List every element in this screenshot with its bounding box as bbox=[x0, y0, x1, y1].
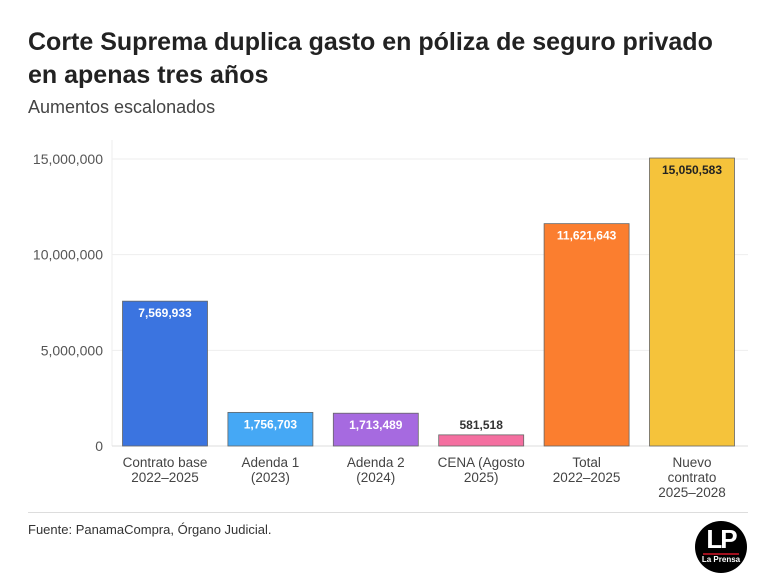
y-tick-label: 5,000,000 bbox=[41, 342, 103, 358]
bar-chart: 0 5,000,000 10,000,000 15,000,000 7,569,933 C… bbox=[33, 140, 748, 500]
data-label: 581,518 bbox=[460, 418, 504, 432]
data-label: 1,713,489 bbox=[349, 418, 403, 432]
bar bbox=[438, 434, 525, 447]
source-note: Fuente: PanamaCompra, Órgano Judicial. bbox=[28, 522, 272, 537]
data-label: 15,050,583 bbox=[662, 163, 722, 177]
y-tick-label: 15,000,000 bbox=[33, 151, 103, 167]
x-tick-label: 2025–2028 bbox=[658, 485, 726, 500]
x-tick-label: 2022–2025 bbox=[131, 470, 199, 485]
x-tick-label: Adenda 1 bbox=[241, 455, 299, 470]
bar bbox=[227, 411, 314, 447]
data-label: 7,569,933 bbox=[138, 306, 192, 320]
data-label: 1,756,703 bbox=[244, 417, 298, 431]
x-tick-label: Contrato base bbox=[123, 455, 208, 470]
bar bbox=[122, 300, 208, 447]
bar bbox=[543, 223, 630, 447]
x-tick-label: contrato bbox=[668, 470, 717, 485]
x-tick-label: (2024) bbox=[356, 470, 395, 485]
data-label: 11,621,643 bbox=[557, 229, 617, 243]
la-prensa-logo: LP La Prensa bbox=[695, 521, 747, 573]
x-tick-label: Total bbox=[572, 455, 601, 470]
y-tick-label: 10,000,000 bbox=[33, 247, 103, 263]
x-tick-label: Adenda 2 bbox=[347, 455, 405, 470]
x-tick-label: Nuevo bbox=[672, 455, 711, 470]
x-tick-label: 2025) bbox=[464, 470, 499, 485]
divider bbox=[28, 512, 748, 513]
x-tick-label: 2022–2025 bbox=[553, 470, 621, 485]
bar bbox=[332, 412, 419, 447]
chart-subtitle: Aumentos escalonados bbox=[28, 97, 216, 117]
chart-title: Corte Suprema duplica gasto en póliza de… bbox=[28, 28, 713, 89]
y-tick-label: 0 bbox=[95, 438, 103, 454]
bar bbox=[649, 157, 735, 447]
x-tick-label: CENA (Agosto bbox=[438, 455, 525, 470]
x-tick-label: (2023) bbox=[251, 470, 290, 485]
